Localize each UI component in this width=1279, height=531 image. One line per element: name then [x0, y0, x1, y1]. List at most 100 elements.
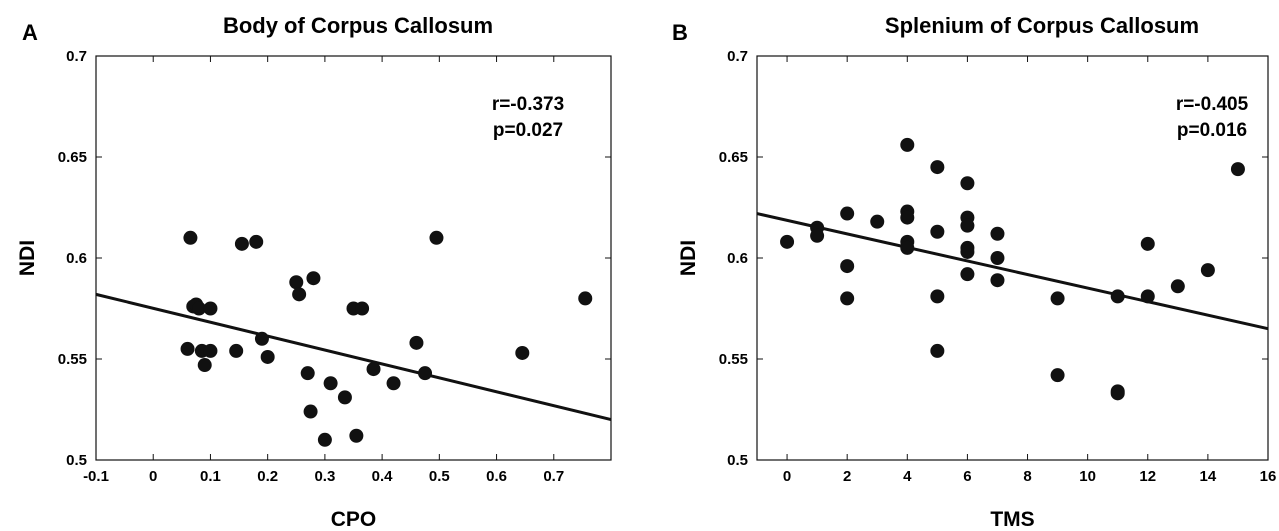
- chart-title: Body of Corpus Callosum: [223, 13, 493, 38]
- x-tick-label: 0.4: [372, 468, 394, 485]
- scatter-point: [409, 335, 424, 350]
- scatter-point: [1230, 162, 1245, 177]
- scatter-point: [960, 176, 975, 191]
- scatter-point: [203, 343, 218, 358]
- x-tick-label: 14: [1200, 468, 1217, 485]
- x-tick-label: 0: [783, 468, 791, 485]
- scatter-point: [870, 214, 885, 229]
- y-tick-label: 0.6: [727, 250, 748, 267]
- scatter-point: [203, 301, 218, 316]
- scatter-point: [1140, 236, 1155, 251]
- x-tick-label: 12: [1139, 468, 1156, 485]
- x-tick-label: 0.2: [257, 468, 278, 485]
- scatter-point: [234, 236, 249, 251]
- y-axis-label: NDI: [16, 240, 39, 276]
- scatter-point: [990, 251, 1005, 265]
- scatter-point: [292, 287, 307, 302]
- scatter-point: [930, 160, 945, 175]
- scatter-point: [840, 206, 855, 221]
- panel-label: B: [672, 20, 688, 45]
- y-tick-label: 0.65: [719, 149, 748, 166]
- x-tick-label: 8: [1023, 468, 1031, 485]
- correlation-r: r=-0.373: [492, 94, 564, 115]
- scatter-point: [337, 390, 352, 405]
- scatter-point: [840, 259, 855, 274]
- scatter-point: [183, 230, 198, 245]
- x-tick-label: 0.3: [314, 468, 335, 485]
- scatter-point: [1050, 368, 1065, 383]
- y-tick-label: 0.65: [58, 149, 87, 166]
- x-tick-label: -0.1: [83, 468, 109, 485]
- chart-panel-a: A Body of Corpus Callosum -0.1 0 0.1 0.2 0.3 0.…: [16, 13, 612, 531]
- scatter-point: [418, 366, 433, 381]
- x-tick-label: 2: [843, 468, 851, 485]
- scatter-point: [1140, 289, 1155, 304]
- plot-frame: [756, 55, 1269, 461]
- scatter-point: [355, 301, 370, 316]
- scatter-point: [197, 358, 212, 373]
- scatter-point: [515, 345, 530, 360]
- panel-label: A: [22, 20, 38, 45]
- y-axis-label: NDI: [677, 240, 700, 276]
- scatter-point: [930, 224, 945, 239]
- x-tick-label: 0.7: [543, 468, 564, 485]
- y-tick-label: 0.55: [58, 351, 87, 368]
- scatter-point: [317, 432, 332, 447]
- scatter-point: [960, 267, 975, 282]
- x-tick-label: 0.6: [486, 468, 507, 485]
- regression-line: [95, 292, 612, 422]
- x-axis-label: CPO: [331, 508, 377, 531]
- scatter-point: [1200, 263, 1215, 278]
- scatter-point: [303, 404, 318, 419]
- scatter-point: [260, 349, 275, 364]
- scatter-point: [900, 240, 915, 255]
- x-tick-label: 0.5: [429, 468, 450, 485]
- scatter-point: [990, 273, 1005, 288]
- scatter-point: [386, 376, 401, 391]
- scatter-point: [780, 234, 795, 249]
- y-tick-label: 0.5: [66, 452, 87, 469]
- scatter-point: [180, 341, 195, 356]
- regression-line: [756, 212, 1269, 331]
- scatter-point: [960, 244, 975, 259]
- x-tick-label: 10: [1079, 468, 1096, 485]
- scatter-point: [810, 228, 825, 243]
- scatter-point: [930, 289, 945, 304]
- scatter-point: [1110, 289, 1125, 304]
- x-tick-label: 16: [1260, 468, 1277, 485]
- y-tick-label: 0.55: [719, 351, 748, 368]
- y-tick-label: 0.5: [727, 452, 748, 469]
- correlation-p: p=0.027: [493, 120, 563, 141]
- scatter-point: [1170, 279, 1185, 294]
- scatter-point: [1110, 386, 1125, 401]
- scatter-point: [300, 366, 315, 381]
- scatter-point: [900, 210, 915, 225]
- scatter-point: [306, 271, 321, 286]
- scatter-point: [990, 226, 1005, 241]
- y-tick-label: 0.7: [727, 48, 748, 65]
- scatter-point: [249, 234, 264, 249]
- chart-title: Splenium of Corpus Callosum: [885, 13, 1199, 38]
- scatter-point: [289, 275, 304, 290]
- scatter-point: [254, 331, 269, 346]
- scatter-point: [1050, 291, 1065, 306]
- x-tick-label: 0: [149, 468, 157, 485]
- correlation-r: r=-0.405: [1176, 94, 1249, 115]
- y-tick-label: 0.7: [66, 48, 87, 65]
- x-axis-label: TMS: [990, 508, 1034, 531]
- scatter-point: [229, 343, 244, 358]
- scatter-point: [578, 291, 593, 306]
- y-tick-label: 0.6: [66, 250, 87, 267]
- x-tick-label: 0.1: [200, 468, 221, 485]
- scatter-point: [366, 362, 381, 377]
- scatter-point: [429, 230, 444, 245]
- scatter-point: [349, 428, 364, 443]
- scatter-point: [930, 343, 945, 358]
- x-tick-label: 4: [903, 468, 912, 485]
- correlation-p: p=0.016: [1177, 120, 1247, 141]
- chart-panel-b: B Splenium of Corpus Callosum 0 2 4 6 8 10 12 14 1…: [672, 13, 1276, 531]
- scatter-point: [192, 301, 206, 316]
- scatter-point: [323, 376, 338, 391]
- x-tick-label: 6: [963, 468, 971, 485]
